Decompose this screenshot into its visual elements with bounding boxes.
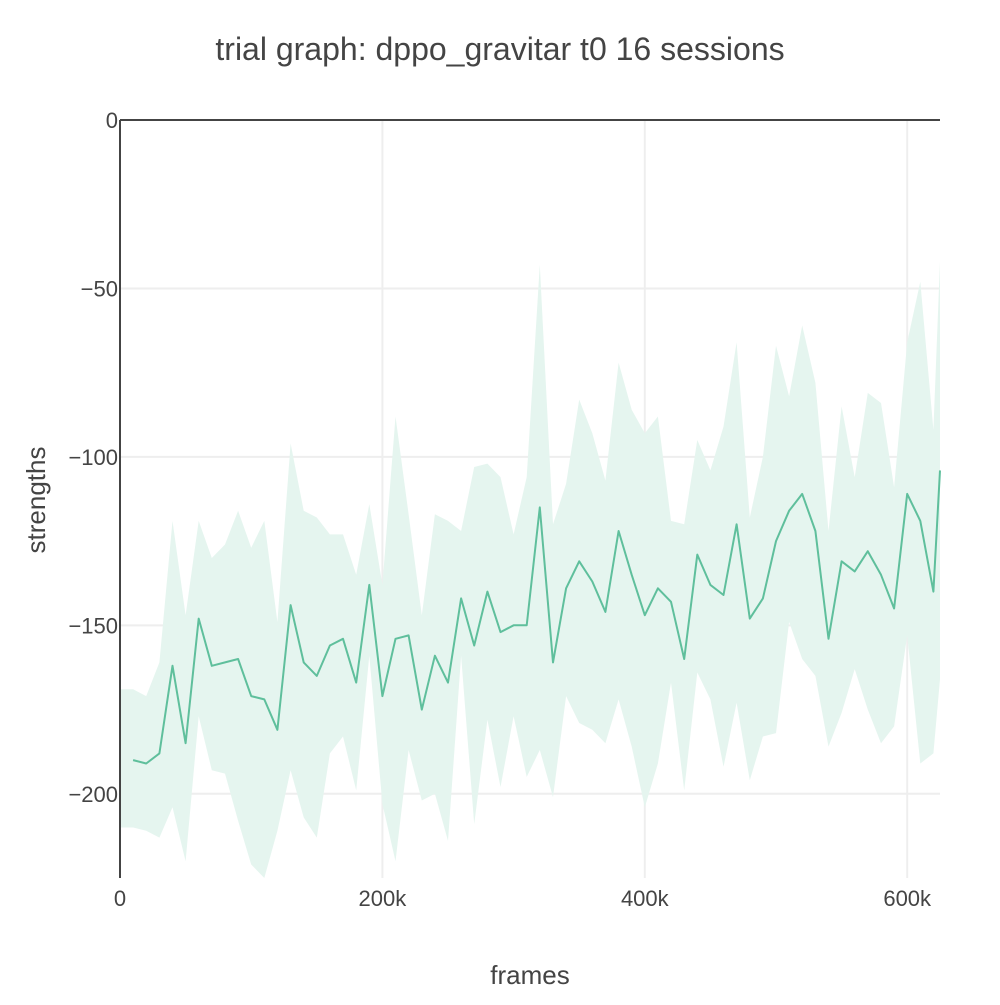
x-tick-label: 200k [359, 886, 408, 911]
tick-labels: 0 200k 400k 600k 0 −50 −100 −150 −200 [68, 108, 932, 911]
range-band-layer [120, 261, 940, 878]
y-tick-label: −150 [68, 613, 118, 638]
y-axis-title: strengths [21, 447, 51, 554]
series-line-layer [132, 470, 941, 765]
chart-title: trial graph: dppo_gravitar t0 16 session… [215, 31, 784, 67]
x-tick-label: 0 [114, 886, 126, 911]
y-tick-label: 0 [106, 108, 118, 133]
range-band [120, 261, 940, 878]
x-tick-label: 400k [621, 886, 670, 911]
y-tick-label: −50 [81, 276, 118, 301]
axes [119, 119, 940, 878]
x-axis-title: frames [490, 960, 569, 990]
series-line [132, 470, 941, 765]
y-tick-label: −200 [68, 782, 118, 807]
x-tick-label: 600k [883, 886, 932, 911]
y-tick-label: −100 [68, 445, 118, 470]
